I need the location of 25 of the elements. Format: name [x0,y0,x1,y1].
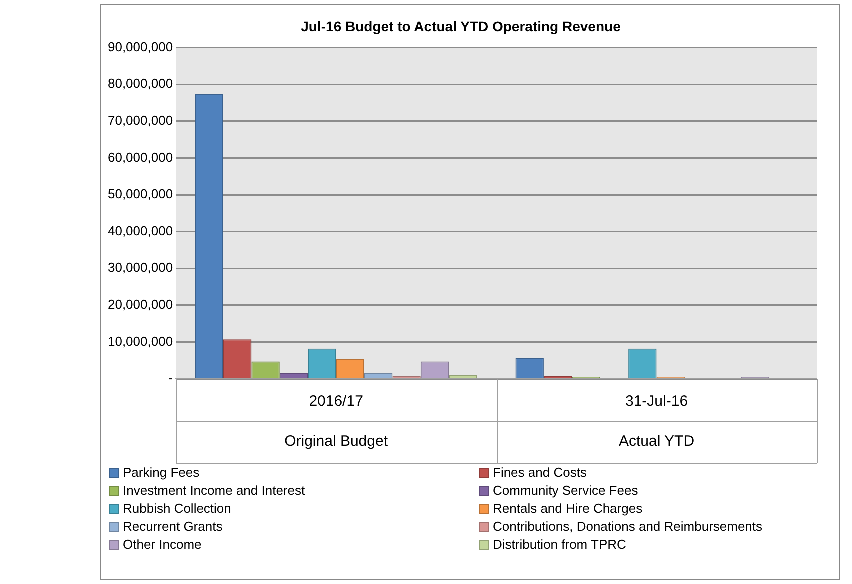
y-tick-label: 10,000,000 [108,334,174,349]
legend-label: Rentals and Hire Charges [493,501,643,516]
x-tick-label: 31-Jul-16 [625,393,688,410]
y-tick-label: 80,000,000 [108,76,174,92]
legend-label: Rubbish Collection [123,501,232,516]
legend-label: Contributions, Donations and Reimbursements [493,519,763,534]
y-tick-label: 50,000,000 [108,186,174,202]
y-tick-label: 70,000,000 [108,112,174,128]
legend-label: Other Income [123,537,202,552]
text: Original Budget [284,433,389,450]
y-tick-label: 30,000,000 [108,260,174,276]
y-tick-label: 40,000,000 [108,223,174,238]
legend-label: Community Service Fees [493,483,638,498]
x-tick-label: 2016/17 [309,393,364,410]
y-tick-label: 20,000,000 [108,296,174,312]
legend-label: Investment Income and Interest [123,483,306,498]
legend-label: Recurrent Grants [123,519,223,534]
chart-title: Jul-16 Budget to Actual YTD Operating Revenue [301,18,622,34]
legend-label: Fines and Costs [493,465,587,480]
y-tick-label: 60,000,000 [108,150,174,165]
legend-label: Distribution from TPRC [493,537,626,552]
text: Actual YTD [618,433,695,450]
y-tick-label: - [168,370,174,386]
y-tick-label: 90,000,000 [108,39,174,54]
legend-label: Parking Fees [123,465,200,480]
